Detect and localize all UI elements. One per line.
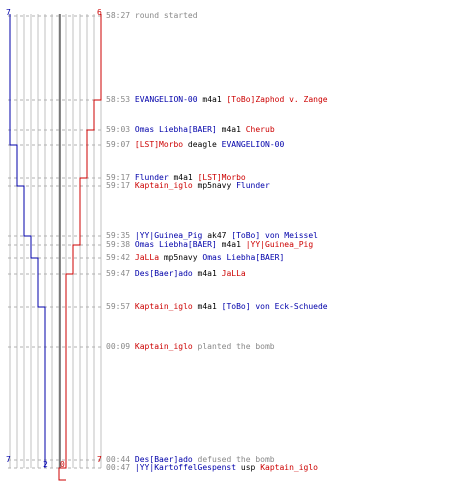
event-text: m4a1 — [197, 269, 217, 278]
event-text: EVANGELION-00 — [134, 95, 198, 104]
event-text: defused the bomb — [197, 455, 275, 464]
event-row: 00:09 Kaptain_iglo planted the bomb — [106, 342, 275, 352]
event-row: 00:47 |YY|KartoffelGespenst usp Kaptain_… — [106, 463, 318, 473]
event-row: 58:53 EVANGELION-00 m4a1 [ToBo]Zaphod v.… — [106, 95, 328, 105]
event-text: JaLLa — [221, 269, 246, 278]
event-text: m4a1 — [202, 95, 222, 104]
event-text: m4a1 — [221, 125, 241, 134]
event-time: 58:53 — [106, 95, 131, 104]
event-text: Omas Liebha[BAER] — [202, 253, 285, 262]
event-text: Kaptain_iglo — [134, 302, 193, 311]
red-end-top-count: 7 — [97, 455, 102, 464]
event-time: 59:35 — [106, 231, 131, 240]
event-time: 59:07 — [106, 140, 131, 149]
event-time: 59:17 — [106, 173, 131, 182]
event-time: 00:47 — [106, 463, 131, 472]
event-text: m4a1 — [221, 240, 241, 249]
red-start-count: 6 — [97, 8, 102, 17]
event-text: Kaptain_iglo — [134, 342, 193, 351]
event-row: 59:03 Omas Liebha[BAER] m4a1 Cherub — [106, 125, 275, 135]
event-time: 00:09 — [106, 342, 131, 351]
event-text: Flunder — [134, 173, 169, 182]
blue-final-count: 2 — [43, 460, 48, 469]
event-text: EVANGELION-00 — [221, 140, 285, 149]
event-time: 59:38 — [106, 240, 131, 249]
red-team-line — [58, 14, 102, 481]
event-time: 59:47 — [106, 269, 131, 278]
event-text: deagle — [187, 140, 217, 149]
event-text: |YY|Guinea_Pig — [245, 240, 314, 249]
event-text: Des[Baer]ado — [134, 269, 193, 278]
event-text: m4a1 — [173, 173, 193, 182]
blue-team-line — [9, 14, 46, 468]
event-text: Flunder — [236, 181, 270, 190]
event-row: 59:57 Kaptain_iglo m4a1 [ToBo] von Eck-S… — [106, 302, 328, 312]
event-row: 59:35 |YY|Guinea_Pig ak47 [ToBo] von Mei… — [106, 231, 318, 241]
event-text: round started — [134, 11, 198, 20]
event-time: 59:17 — [106, 181, 131, 190]
event-text: Kaptain_iglo — [260, 463, 318, 472]
event-text: usp — [240, 463, 256, 472]
event-row: 59:17 Flunder m4a1 [LST]Morbo — [106, 173, 246, 183]
event-row: 59:38 Omas Liebha[BAER] m4a1 |YY|Guinea_… — [106, 240, 313, 250]
event-text: [ToBo] von Eck-Schuede — [221, 302, 328, 311]
event-text: |YY|Guinea_Pig — [134, 231, 203, 240]
event-text: Omas Liebha[BAER] — [134, 240, 217, 249]
event-text: mp5navy — [163, 253, 198, 262]
event-row: 59:47 Des[Baer]ado m4a1 JaLLa — [106, 269, 246, 279]
blue-start-count: 7 — [6, 8, 11, 17]
event-row: 59:42 JaLLa mp5navy Omas Liebha[BAER] — [106, 253, 284, 263]
event-text: mp5navy — [197, 181, 232, 190]
event-text: Cherub — [245, 125, 275, 134]
event-time: 59:57 — [106, 302, 131, 311]
red-final-count: 0 — [60, 460, 65, 469]
event-row: 59:07 [LST]Morbo deagle EVANGELION-00 — [106, 140, 284, 150]
event-text: Des[Baer]ado — [134, 455, 193, 464]
event-text: [LST]Morbo — [197, 173, 246, 182]
event-time: 59:03 — [106, 125, 131, 134]
event-time: 58:27 — [106, 11, 131, 20]
event-text: [LST]Morbo — [134, 140, 184, 149]
event-text: |YY|KartoffelGespenst — [134, 463, 237, 472]
event-text: m4a1 — [197, 302, 217, 311]
event-text: [ToBo] von Meissel — [231, 231, 318, 240]
event-row: 59:17 Kaptain_iglo mp5navy Flunder — [106, 181, 270, 191]
event-text: ak47 — [207, 231, 227, 240]
event-text: Omas Liebha[BAER] — [134, 125, 217, 134]
event-time: 00:44 — [106, 455, 131, 464]
event-text: Kaptain_iglo — [134, 181, 193, 190]
event-text: JaLLa — [134, 253, 160, 262]
event-row: 00:44 Des[Baer]ado defused the bomb — [106, 455, 275, 465]
event-text: [ToBo]Zaphod v. Zange — [226, 95, 328, 104]
event-row: 58:27 round started — [106, 11, 198, 21]
blue-end-top-count: 7 — [6, 455, 11, 464]
event-text: planted the bomb — [197, 342, 275, 351]
event-time: 59:42 — [106, 253, 131, 262]
